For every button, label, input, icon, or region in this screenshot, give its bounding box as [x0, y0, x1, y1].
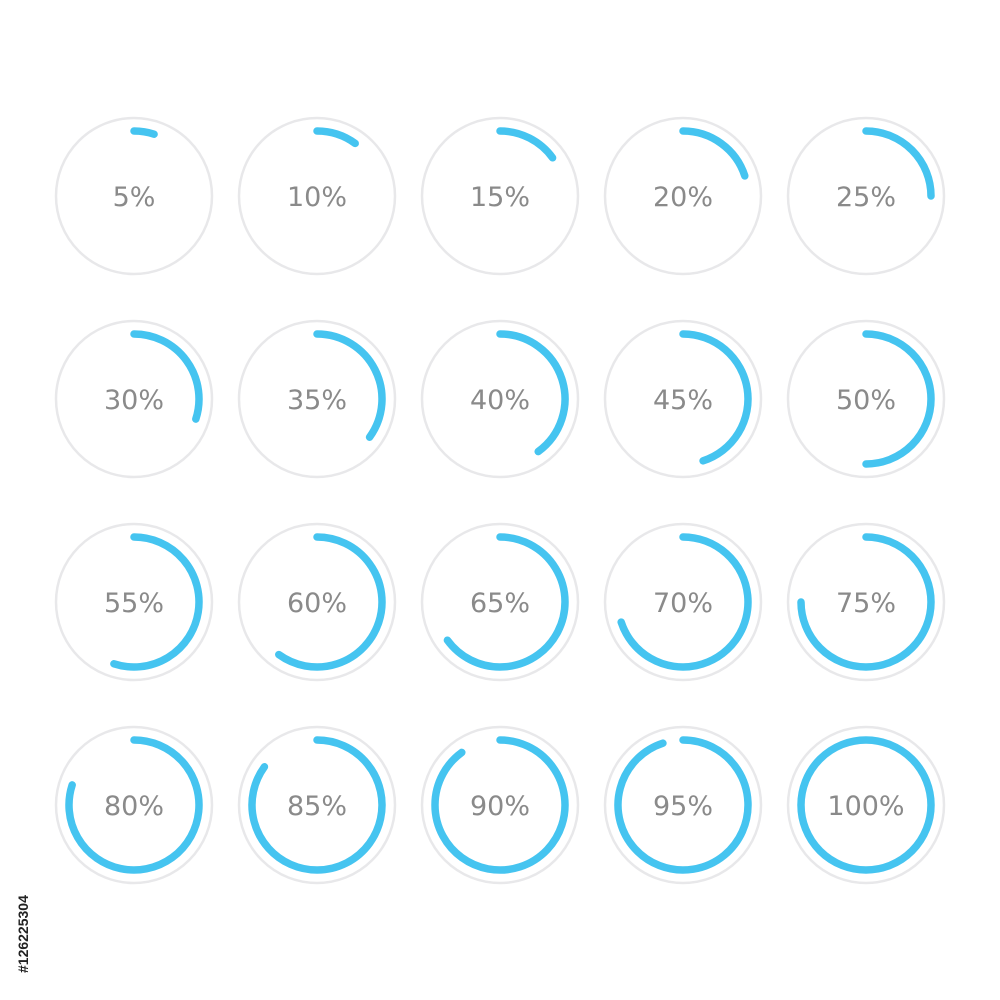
ring-track	[420, 522, 580, 682]
ring-label: 10%	[287, 182, 347, 213]
ring-label: 45%	[653, 385, 713, 416]
ring-track	[54, 319, 214, 479]
progress-ring-70: 70%	[603, 522, 763, 682]
ring-track	[603, 522, 763, 682]
ring-progress-arc	[313, 330, 386, 441]
ring-track	[786, 319, 946, 479]
ring-track	[54, 116, 214, 276]
ring-label: 65%	[470, 588, 530, 619]
ring-label: 100%	[827, 791, 904, 822]
ring-progress-arc	[496, 330, 569, 456]
progress-ring-20: 20%	[603, 116, 763, 276]
ring-label: 15%	[470, 182, 530, 213]
ring-progress-arc	[313, 127, 359, 148]
progress-ring-40: 40%	[420, 319, 580, 479]
ring-progress-arc	[797, 736, 935, 874]
ring-label: 85%	[287, 791, 347, 822]
ring-label: 75%	[836, 588, 896, 619]
ring-track	[786, 522, 946, 682]
ring-track	[420, 725, 580, 885]
ring-track	[237, 725, 397, 885]
ring-progress-arc	[130, 127, 158, 138]
ring-progress-arc	[679, 127, 749, 180]
ring-track	[237, 319, 397, 479]
progress-ring-85: 85%	[237, 725, 397, 885]
ring-label: 5%	[113, 182, 156, 213]
progress-ring-75: 75%	[786, 522, 946, 682]
ring-label: 60%	[287, 588, 347, 619]
ring-track	[603, 725, 763, 885]
progress-ring-65: 65%	[420, 522, 580, 682]
ring-progress-arc	[443, 533, 569, 671]
progress-ring-95: 95%	[603, 725, 763, 885]
progress-ring-15: 15%	[420, 116, 580, 276]
progress-ring-30: 30%	[54, 319, 214, 479]
ring-label: 70%	[653, 588, 713, 619]
ring-track	[420, 319, 580, 479]
progress-ring-100: 100%	[786, 725, 946, 885]
ring-progress-arc	[862, 330, 935, 468]
ring-progress-arc	[431, 736, 569, 874]
progress-ring-10: 10%	[237, 116, 397, 276]
progress-ring-60: 60%	[237, 522, 397, 682]
ring-progress-arc	[130, 330, 203, 423]
stock-id-watermark: #126225304	[12, 758, 34, 973]
ring-track	[237, 522, 397, 682]
ring-progress-arc	[617, 533, 752, 671]
ring-track	[54, 522, 214, 682]
ring-label: 35%	[287, 385, 347, 416]
ring-progress-arc	[797, 533, 935, 671]
progress-ring-25: 25%	[786, 116, 946, 276]
ring-label: 40%	[470, 385, 530, 416]
ring-label: 50%	[836, 385, 896, 416]
ring-label: 25%	[836, 182, 896, 213]
progress-ring-80: 80%	[54, 725, 214, 885]
ring-track	[786, 116, 946, 276]
ring-track	[603, 319, 763, 479]
progress-ring-5: 5%	[54, 116, 214, 276]
ring-track	[786, 725, 946, 885]
ring-label: 95%	[653, 791, 713, 822]
ring-label: 55%	[104, 588, 164, 619]
ring-progress-arc	[65, 736, 203, 874]
progress-ring-50: 50%	[786, 319, 946, 479]
ring-track	[54, 725, 214, 885]
ring-progress-arc	[862, 127, 935, 200]
ring-track	[603, 116, 763, 276]
ring-progress-arc	[275, 533, 386, 671]
ring-progress-arc	[679, 330, 752, 465]
ring-label: 20%	[653, 182, 713, 213]
stock-id-text: #126225304	[15, 895, 31, 973]
progress-ring-35: 35%	[237, 319, 397, 479]
ring-progress-arc	[496, 127, 557, 162]
progress-ring-45: 45%	[603, 319, 763, 479]
progress-ring-90: 90%	[420, 725, 580, 885]
ring-label: 90%	[470, 791, 530, 822]
ring-label: 30%	[104, 385, 164, 416]
ring-track	[237, 116, 397, 276]
ring-progress-arc	[110, 533, 203, 671]
ring-progress-arc	[614, 736, 752, 874]
progress-ring-55: 55%	[54, 522, 214, 682]
ring-track	[420, 116, 580, 276]
ring-label: 80%	[104, 791, 164, 822]
ring-progress-arc	[248, 736, 386, 874]
